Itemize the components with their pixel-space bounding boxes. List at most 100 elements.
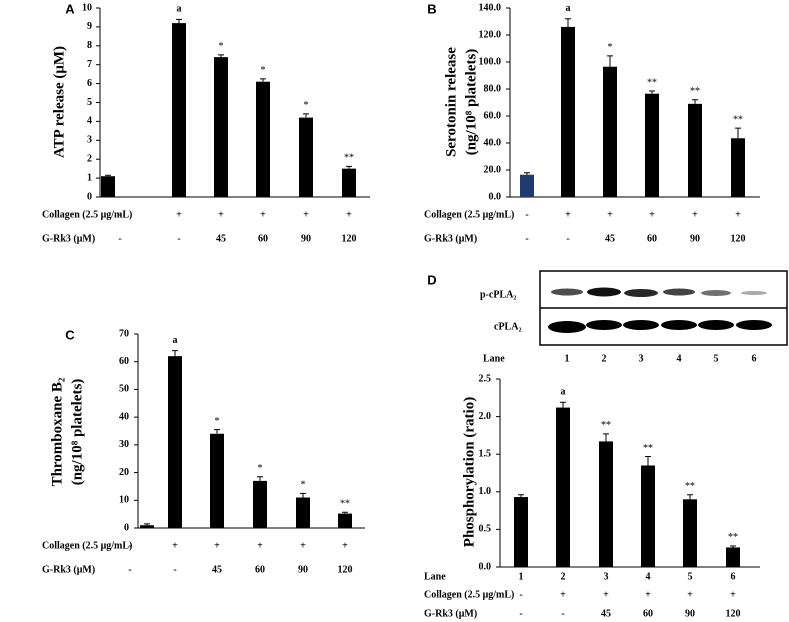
y-tick-label: 2.5 <box>479 373 492 384</box>
bar <box>726 547 740 567</box>
error-bar <box>218 54 224 58</box>
treatment-value: + <box>300 540 306 551</box>
significance-label: ** <box>344 153 354 164</box>
y-tick-label: 8 <box>87 40 92 51</box>
treatment-value: 120 <box>342 233 357 244</box>
error-bar <box>260 78 266 82</box>
bar <box>299 117 313 197</box>
treatment-value: - <box>177 233 180 244</box>
y-tick-label: 0 <box>87 191 92 202</box>
blot-row-label: p-cPLA₂ <box>480 289 516 300</box>
blot-lane-number: 3 <box>639 353 644 364</box>
y-tick-label: 9 <box>87 21 92 32</box>
significance-label: * <box>261 65 266 76</box>
significance-label: ** <box>690 86 700 97</box>
treatment-value: + <box>687 589 693 600</box>
treatment-label: G-Rk3 (μM) <box>424 608 477 619</box>
significance-label: ** <box>685 481 695 492</box>
treatment-value: 45 <box>216 233 226 244</box>
y-tick-label: 0.5 <box>479 524 492 535</box>
significance-label: a <box>566 3 571 14</box>
error-bar <box>105 174 111 177</box>
significance-label: * <box>301 480 306 491</box>
treatment-value: + <box>735 209 741 220</box>
treatment-value: 45 <box>605 233 615 244</box>
y-tick-label: 60.0 <box>484 110 502 121</box>
treatment-value: 60 <box>647 233 657 244</box>
y-axis-label: ATP release (μM) <box>51 46 67 158</box>
treatment-value: 4 <box>646 571 651 582</box>
treatment-value: - <box>525 209 528 220</box>
significance-label: * <box>304 100 309 111</box>
treatment-value: + <box>257 540 263 551</box>
y-tick-label: 100.0 <box>479 56 502 67</box>
treatment-value: + <box>214 540 220 551</box>
y-tick-label: 20.0 <box>484 164 502 175</box>
error-bar <box>257 476 263 481</box>
y-tick-label: 80.0 <box>484 83 502 94</box>
treatment-value: 2 <box>561 571 566 582</box>
bar <box>214 57 228 197</box>
error-bar <box>524 172 530 175</box>
bar <box>253 480 267 528</box>
error-bar <box>560 401 566 408</box>
error-bar <box>607 55 613 67</box>
bar <box>101 176 115 197</box>
error-bar <box>565 18 571 27</box>
treatment-value: - <box>173 564 176 575</box>
significance-label: a <box>561 387 566 398</box>
error-bar <box>176 18 182 24</box>
panel-label: A <box>65 1 75 16</box>
y-axis-label: Thromboxane B₂ <box>49 377 65 486</box>
treatment-value: + <box>692 209 698 220</box>
error-bar <box>303 113 309 118</box>
y-tick-label: 10 <box>82 2 92 13</box>
significance-label: * <box>219 41 224 52</box>
bar <box>688 103 702 197</box>
blot-lane-number: 6 <box>752 353 757 364</box>
y-tick-label: 40 <box>119 411 129 422</box>
error-bar <box>730 545 736 548</box>
treatment-label: Collagen (2.5 μg/mL) <box>42 209 132 220</box>
y-tick-label: 0.0 <box>479 561 492 572</box>
y-tick-label: 1.5 <box>479 448 492 459</box>
treatment-value: 6 <box>731 571 736 582</box>
treatment-value: 60 <box>255 564 265 575</box>
treatment-value: - <box>525 233 528 244</box>
bar <box>210 433 224 528</box>
panel-label: D <box>427 272 436 287</box>
treatment-value: 1 <box>519 571 524 582</box>
treatment-value: + <box>303 209 309 220</box>
treatment-label: Collagen (2.5 μg/mL) <box>424 589 514 600</box>
bar <box>140 525 154 528</box>
y-tick-label: 3 <box>87 135 92 146</box>
significance-label: * <box>608 42 613 53</box>
y-tick-label: 50 <box>119 384 129 395</box>
treatment-value: + <box>346 209 352 220</box>
y-tick-label: 1 <box>87 172 92 183</box>
blot-image <box>539 270 788 346</box>
treatment-value: 90 <box>301 233 311 244</box>
y-tick-label: 10 <box>119 495 129 506</box>
bar <box>556 407 570 567</box>
error-bar <box>687 494 693 500</box>
y-tick-label: 2.0 <box>479 411 492 422</box>
error-bar <box>144 523 150 526</box>
treatment-value: 90 <box>685 608 695 619</box>
significance-label: ** <box>733 114 743 125</box>
bar <box>172 23 186 198</box>
bar <box>296 497 310 528</box>
panel-label: C <box>65 327 75 342</box>
error-bar <box>342 511 348 514</box>
bar <box>520 174 534 197</box>
error-bar <box>300 492 306 498</box>
y-tick-label: 140.0 <box>479 2 502 13</box>
significance-label: a <box>173 335 178 346</box>
treatment-value: 60 <box>643 608 653 619</box>
y-axis-label: Serotonin release <box>443 47 459 157</box>
error-bar <box>172 350 178 357</box>
y-tick-label: 70 <box>119 328 129 339</box>
treatment-value: + <box>603 589 609 600</box>
error-bar <box>645 455 651 466</box>
treatment-value: - <box>118 209 121 220</box>
